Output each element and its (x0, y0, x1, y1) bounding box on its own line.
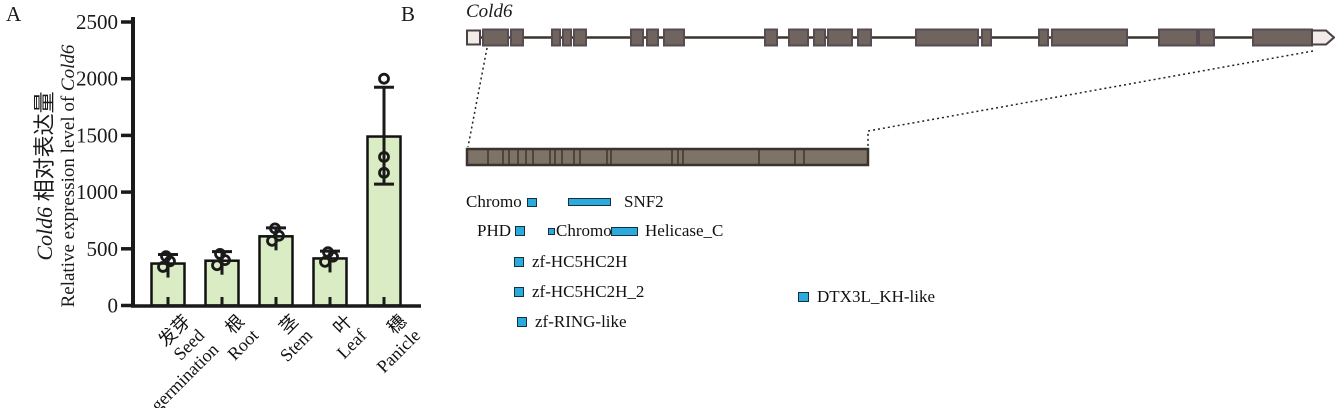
domain-color-box (526, 197, 537, 207)
domain-color-box (798, 292, 809, 302)
zoom-connector-1 (467, 47, 488, 148)
domain-label: Helicase_C (645, 221, 724, 240)
domain-item-zf-hc5hc2h: zf-HC5HC2H (514, 252, 627, 272)
exon-17 (1051, 28, 1128, 47)
domain-label: PHD (477, 221, 512, 240)
domain-item-snf2: SNF2 (568, 192, 664, 212)
zoom-connector-2 (867, 50, 1314, 147)
domain-item-chromo: Chromo (466, 192, 537, 212)
data-point (214, 248, 226, 260)
data-point (378, 166, 390, 179)
exon-6 (630, 28, 644, 47)
exon-1 (482, 28, 509, 47)
exon-16 (1038, 28, 1049, 47)
data-point (322, 246, 334, 259)
exon-11 (813, 28, 826, 47)
exon-19 (1198, 28, 1215, 47)
expression-bar-chart: 0 500 1000 1500 2000 2500 (76, 10, 421, 318)
domain-label: zf-HC5HC2H (532, 252, 628, 271)
panel-b-letter: B (401, 2, 416, 26)
y-tick-label: 1500 (76, 123, 118, 147)
domain-color-box (611, 226, 638, 236)
gene-title: Cold6 (466, 1, 513, 22)
exon-8 (663, 28, 685, 47)
domain-color-box (517, 317, 527, 327)
domain-label: Chromo (556, 221, 612, 240)
exon-14 (915, 28, 979, 47)
domain-color-box (568, 198, 611, 206)
domain-label: zf-RING-like (535, 312, 627, 331)
y-tick-label: 2500 (76, 10, 118, 34)
domain-label: DTX3L_KH-like (817, 287, 936, 306)
data-point (160, 250, 172, 263)
exon-9 (764, 28, 778, 47)
utr3-arrow (1311, 29, 1335, 46)
exon-15 (981, 28, 992, 47)
data-point (269, 222, 281, 235)
domain-label: zf-HC5HC2H_2 (532, 282, 645, 301)
domain-item-zf-ring-like: zf-RING-like (517, 312, 627, 332)
exon-5 (573, 28, 587, 47)
domain-item-phd: PHD (477, 221, 526, 241)
domain-label: Chromo (466, 192, 522, 211)
data-point (319, 255, 331, 268)
exon-3 (551, 28, 561, 47)
y-tick-label: 1000 (76, 180, 118, 204)
domain-color-box (548, 227, 555, 235)
exon-2 (510, 28, 524, 47)
exon-7 (646, 28, 659, 47)
domain-color-box (515, 226, 526, 236)
domain-item-helicase-c: Helicase_C (611, 221, 723, 241)
domain-label: SNF2 (624, 192, 664, 211)
domain-item-dtx3l-kh-like: DTX3L_KH-like (798, 287, 935, 307)
data-point (211, 259, 223, 272)
utr5-box (466, 29, 481, 46)
exon-13 (857, 28, 872, 47)
y-tick-label: 0 (108, 294, 119, 318)
domain-color-box (514, 257, 524, 267)
domain-color-box (514, 287, 524, 297)
protein-bar (465, 147, 870, 167)
exon-10 (788, 28, 809, 47)
y-tick-label: 2000 (76, 67, 118, 91)
data-point (378, 72, 390, 85)
data-point (378, 151, 390, 163)
panel-a-letter: A (6, 2, 22, 26)
y-tick-label: 500 (87, 237, 119, 261)
exon-18 (1158, 28, 1198, 47)
domain-item-chromo: Chromo (548, 221, 612, 241)
exon-20 (1252, 28, 1313, 47)
domain-item-zf-hc5hc2h-2: zf-HC5HC2H_2 (514, 282, 644, 302)
exon-4 (562, 28, 572, 47)
data-point (157, 261, 169, 273)
exon-12 (827, 28, 853, 47)
